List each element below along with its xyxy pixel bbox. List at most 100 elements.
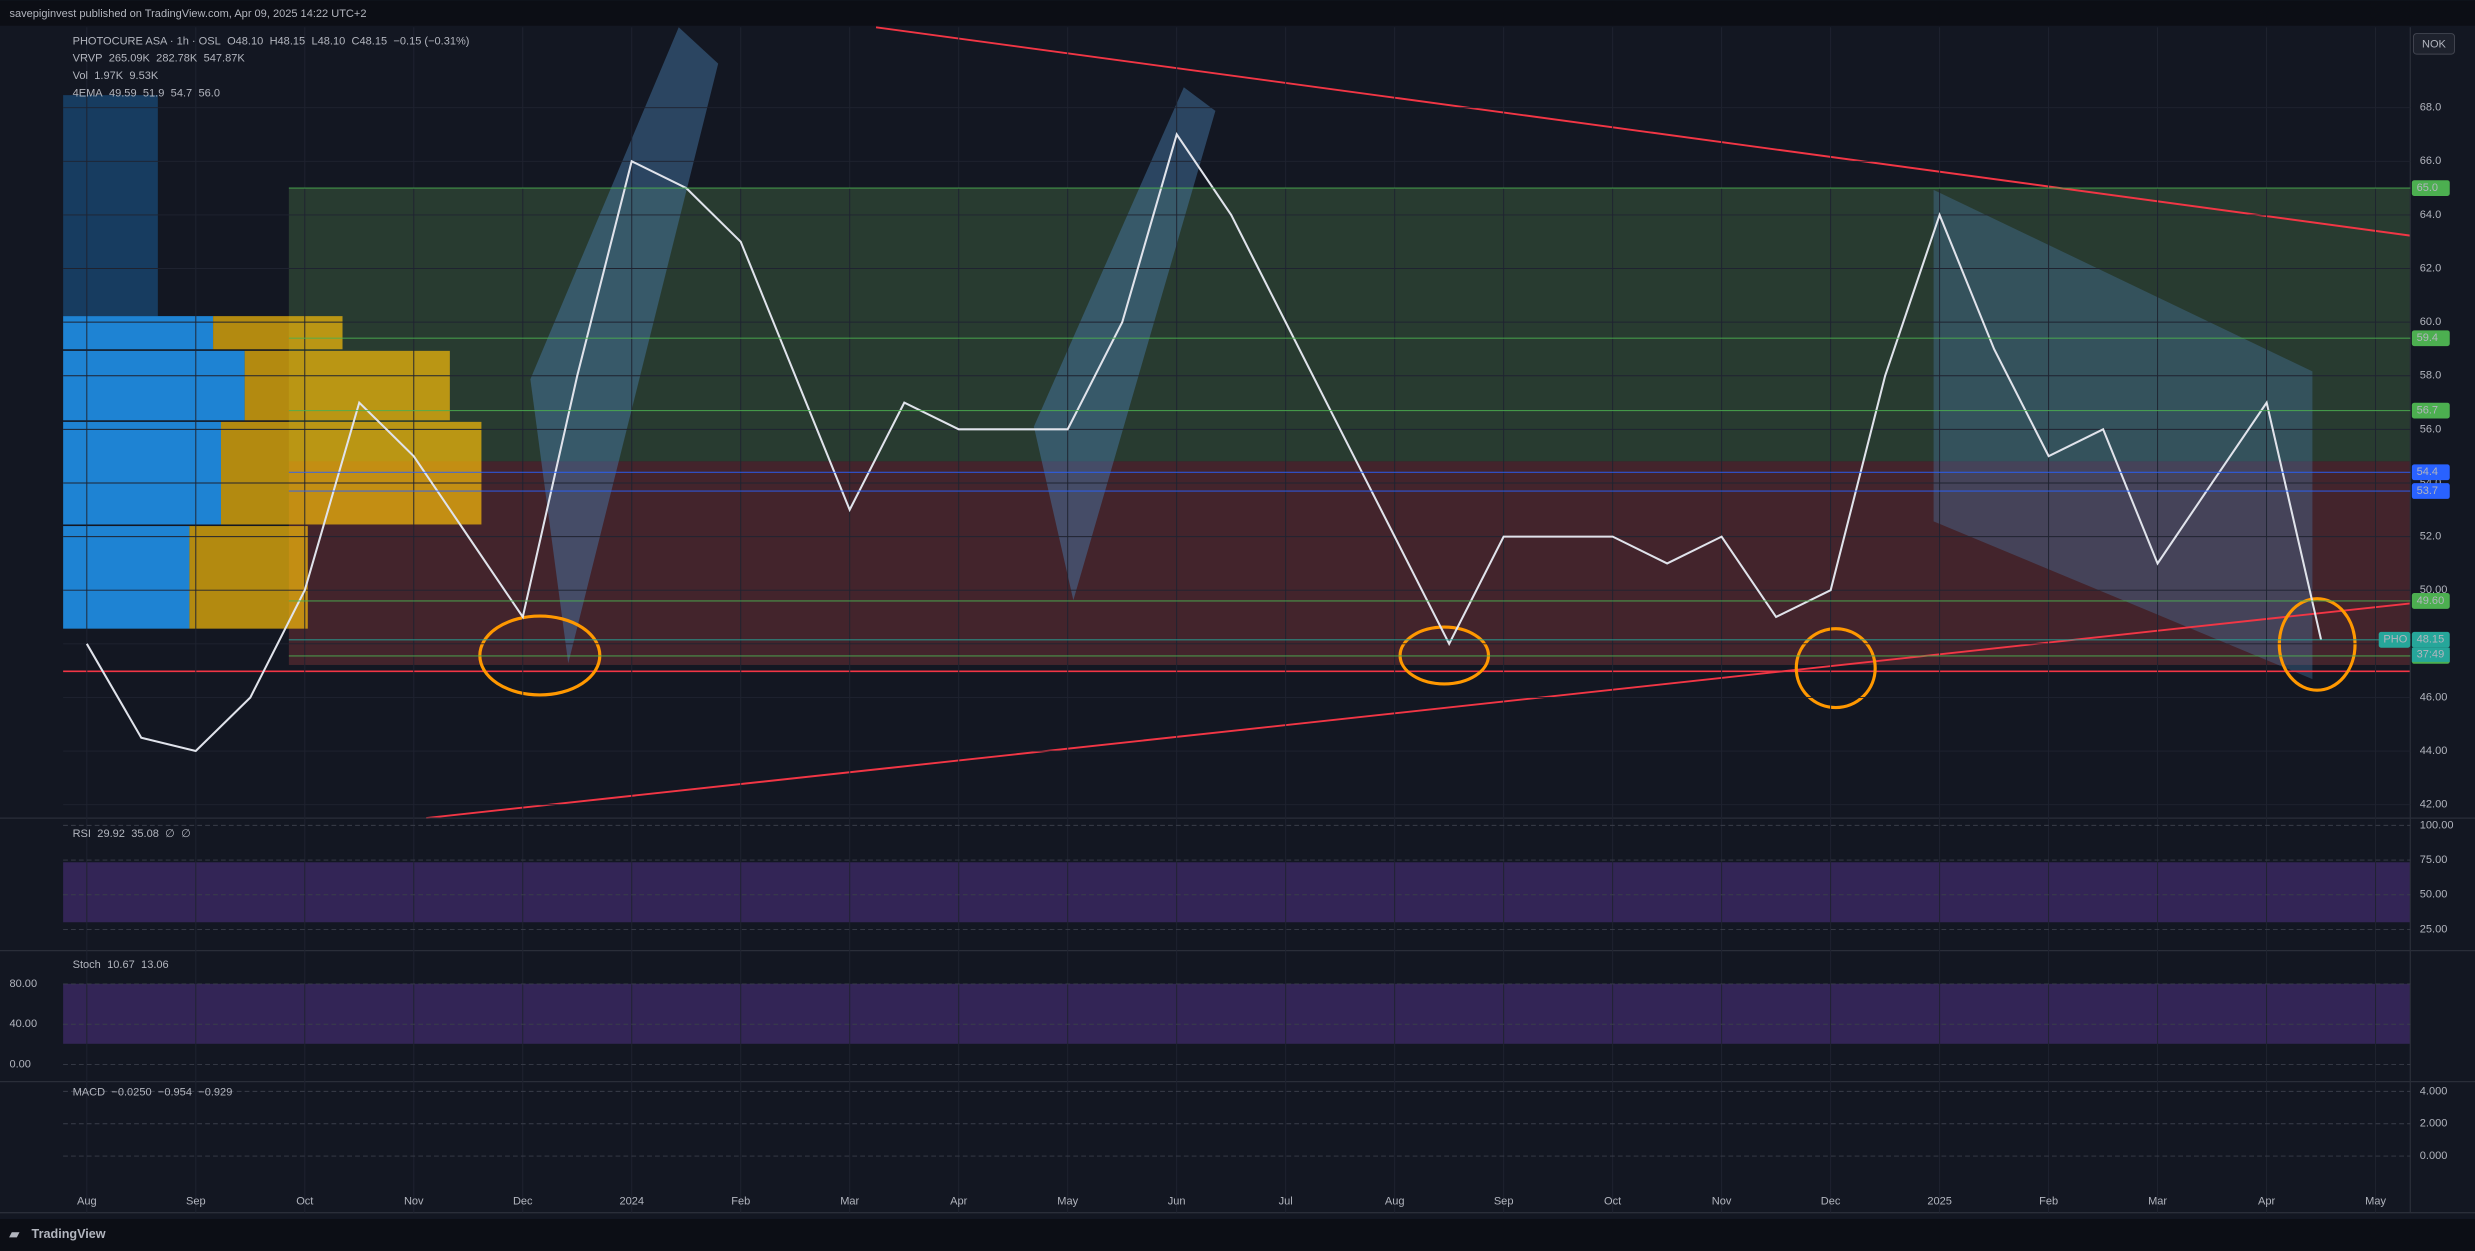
circle <box>2277 597 2357 692</box>
legend-text: 54.7 <box>171 87 192 99</box>
legend-text: H48.15 <box>270 35 306 47</box>
legend-text: 35.08 <box>131 828 159 840</box>
legend-text: 4EMA <box>73 87 104 99</box>
profile-bar <box>189 526 308 629</box>
y-tick-label: 40.00 <box>9 1018 37 1030</box>
profile-bar <box>63 421 221 525</box>
stoch-band <box>63 983 2411 1044</box>
legend-text: ∅ <box>165 828 175 840</box>
trendline <box>875 26 2411 237</box>
x-tick-label: Sep <box>1494 1196 1514 1208</box>
x-tick-label: May <box>2365 1196 2386 1208</box>
price-tag <box>2411 402 2450 419</box>
legend-text: 29.92 <box>97 828 125 840</box>
y-tick-label: 52.0 <box>2420 531 2441 543</box>
legend-text: −0.954 <box>158 1087 192 1099</box>
y-tick-label: 25.00 <box>2420 923 2448 935</box>
symbol-tag <box>2378 631 2411 648</box>
circle <box>1794 627 1877 710</box>
x-tick-label: Jul <box>1279 1196 1293 1208</box>
legend-text: Vol <box>73 70 88 82</box>
channel <box>1933 189 2313 680</box>
brand: TradingView <box>32 1227 106 1241</box>
legend-text: 51.9 <box>143 87 164 99</box>
profile-bar <box>63 316 214 350</box>
footer <box>0 1218 2475 1251</box>
rsi-band <box>63 862 2411 923</box>
y-tick-label: 100.00 <box>2420 819 2454 831</box>
legend-text: 547.87K <box>204 53 246 65</box>
price-tag <box>2411 180 2450 197</box>
legend-text: −0.15 (−0.31%) <box>393 35 469 47</box>
x-tick-label: Aug <box>1385 1196 1405 1208</box>
price-line <box>85 132 2323 753</box>
price-tag-label: 59.4 <box>2417 332 2438 344</box>
y-tick-label: 0.00 <box>9 1058 30 1070</box>
price-tag-label: 49.60 <box>2417 595 2445 607</box>
legend-text: MACD <box>73 1087 106 1099</box>
publisher: savepiginvest published on TradingView.c… <box>9 8 366 20</box>
y-tick-label: 50.00 <box>2420 584 2448 596</box>
y-tick-label: 50.00 <box>2420 889 2448 901</box>
y-tick-label: 56.0 <box>2420 423 2441 435</box>
legend-text: −0.929 <box>198 1087 232 1099</box>
legend-text: 56.0 <box>198 87 219 99</box>
x-tick-label: Dec <box>513 1196 533 1208</box>
y-tick-label: 46.00 <box>2420 691 2448 703</box>
x-tick-label: Dec <box>1821 1196 1841 1208</box>
x-tick-label: Apr <box>950 1196 967 1208</box>
legend-text: 9.53K <box>129 70 158 82</box>
x-tick-label: Oct <box>1604 1196 1621 1208</box>
profile-bar <box>244 350 450 421</box>
legend-text: O48.10 <box>227 35 263 47</box>
y-tick-label: 58.0 <box>2420 370 2441 382</box>
x-tick-label: Jun <box>1168 1196 1186 1208</box>
countdown-box <box>2411 647 2450 662</box>
legend-text: Stoch <box>73 959 101 971</box>
legend-text: −0.0250 <box>111 1087 151 1099</box>
top-bar <box>0 0 2475 26</box>
legend-text: 1.97K <box>94 70 123 82</box>
x-tick-label: Apr <box>2258 1196 2275 1208</box>
y-tick-label: 75.00 <box>2420 854 2448 866</box>
x-tick-label: 2024 <box>619 1196 644 1208</box>
x-tick-label: Mar <box>840 1196 859 1208</box>
price-tag <box>2411 631 2450 648</box>
legend-text: PHOTOCURE ASA · 1h · OSL <box>73 35 221 47</box>
x-tick-label: Feb <box>731 1196 750 1208</box>
countdown: 37:49 <box>2417 649 2445 661</box>
price-tag <box>2411 330 2450 347</box>
y-tick-label: 62.0 <box>2420 262 2441 274</box>
x-tick-label: May <box>1057 1196 1078 1208</box>
price-tag <box>2411 483 2450 499</box>
x-tick-label: Feb <box>2039 1196 2058 1208</box>
price-tag-label: 48.15 <box>2417 634 2445 646</box>
legend-text: C48.15 <box>352 35 388 47</box>
currency: NOK <box>2422 39 2447 51</box>
price-tag <box>2411 464 2450 481</box>
y-tick-label: 64.0 <box>2420 209 2441 221</box>
profile-bar <box>213 316 343 350</box>
price-tag-label: 53.7 <box>2417 485 2438 497</box>
x-tick-label: Nov <box>404 1196 424 1208</box>
trendline <box>426 602 2411 820</box>
x-tick-label: Aug <box>77 1196 97 1208</box>
x-tick-label: Oct <box>296 1196 313 1208</box>
legend-text: L48.10 <box>311 35 345 47</box>
y-tick-label: 68.0 <box>2420 102 2441 114</box>
price-tag <box>2411 593 2450 609</box>
currency-box[interactable] <box>2412 33 2455 55</box>
brand-logo: ▰ <box>8 1227 20 1241</box>
y-tick-label: 4.000 <box>2420 1085 2448 1097</box>
y-tick-label: 66.0 <box>2420 155 2441 167</box>
legend-text: RSI <box>73 828 91 840</box>
volume-profile <box>63 95 482 629</box>
x-tick-label: 2025 <box>1927 1196 1952 1208</box>
symbol-tag-label: PHO <box>2383 634 2407 646</box>
x-tick-label: Sep <box>186 1196 206 1208</box>
y-tick-label: 44.00 <box>2420 745 2448 757</box>
price-tag-label: 56.7 <box>2417 405 2438 417</box>
profile-bar <box>63 526 190 629</box>
legend-text: 265.09K <box>109 53 151 65</box>
y-tick-label: 42.00 <box>2420 799 2448 811</box>
